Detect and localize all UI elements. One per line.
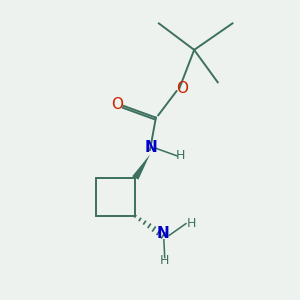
Text: H: H	[187, 217, 196, 230]
Text: O: O	[176, 81, 188, 96]
Text: H: H	[176, 149, 186, 162]
Text: H: H	[160, 254, 169, 267]
Text: N: N	[157, 226, 169, 242]
Text: N: N	[144, 140, 157, 154]
Text: O: O	[111, 97, 123, 112]
Polygon shape	[132, 154, 150, 180]
